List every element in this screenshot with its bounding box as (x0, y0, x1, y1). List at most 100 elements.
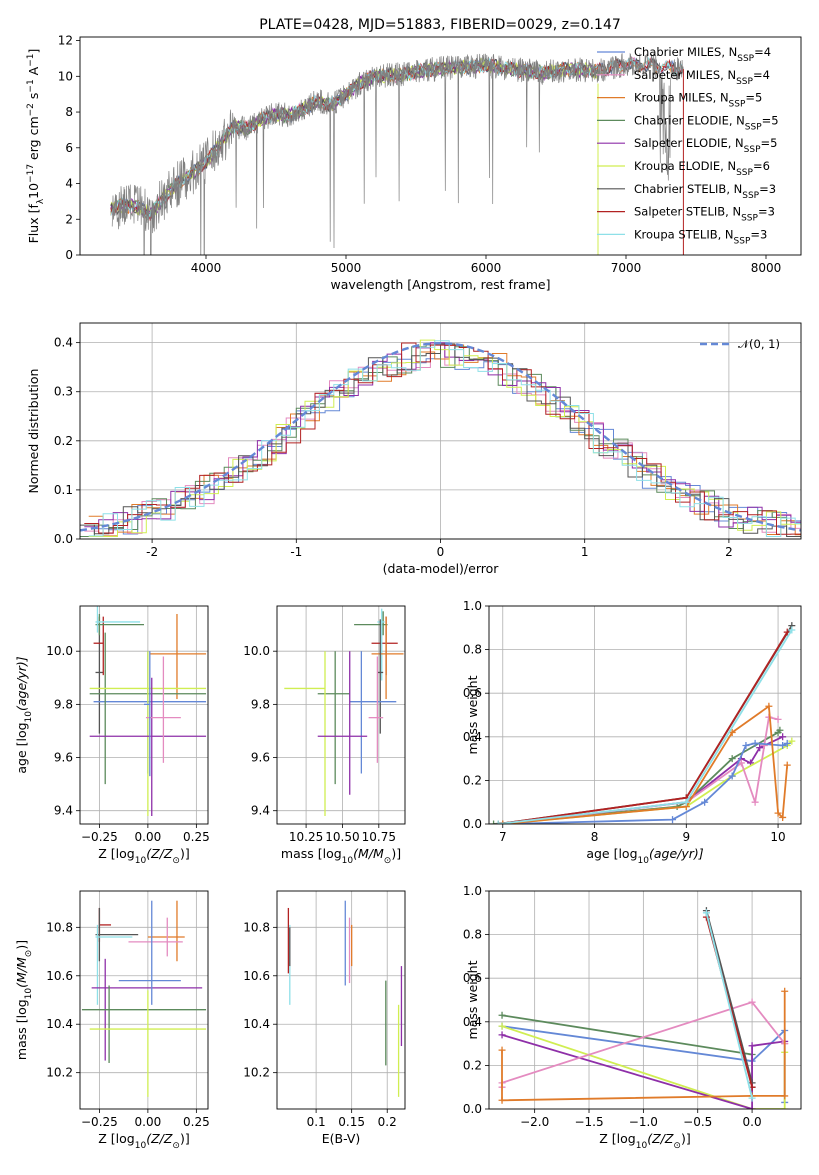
legend-entry-part: SSP (736, 168, 753, 178)
x-tick-label: 5000 (331, 261, 362, 275)
legend-entry-part: Kroupa ELODIE, N (634, 159, 736, 173)
x-tick-label: 0.00 (135, 830, 162, 844)
x-axis-label-part: ⊙ (384, 856, 392, 866)
x-tick-label: 0.1 (307, 1115, 326, 1129)
legend-entry: Chabrier ELODIE, NSSP=5 (634, 113, 779, 132)
legend-entry-part: =5 (762, 113, 779, 127)
x-axis-label: E(B-V) (322, 1131, 361, 1146)
axes-frame (488, 890, 802, 1110)
x-axis-label-part: )] (391, 846, 401, 861)
x-axis-label-part: ⊙ (172, 856, 180, 866)
y-axis-label: mass [log10(M/M⊙)] (14, 940, 34, 1060)
plot-area (89, 606, 207, 817)
panel-residuals: -2 -1 0 1 2 0.0 0.1 0.2 0.3 0.4 (data-model)/error… (26, 322, 802, 576)
legend-entry-part: Chabrier ELODIE, N (634, 113, 745, 127)
y-tick-label: 0.4 (54, 336, 73, 350)
legend-entry-part: =3 (758, 205, 775, 219)
weight-line (501, 1034, 785, 1109)
x-axis-label: age [log10(age/yr)] (586, 846, 703, 866)
y-tick-label: 0.2 (463, 773, 482, 787)
x-tick-label: 6000 (471, 261, 502, 275)
legend-entry-part: =4 (754, 45, 771, 59)
y-tick-label: 9.6 (251, 751, 270, 765)
legend-entry-part: =4 (753, 68, 770, 82)
x-axis-label-part: Z [log (98, 846, 134, 861)
weight-marker (788, 737, 796, 745)
figure-title: PLATE=0428, MJD=51883, FIBERID=0029, z=0… (259, 17, 621, 33)
x-axis-label-part: ⊙ (673, 1141, 681, 1151)
x-axis-label-part: 10 (342, 856, 354, 866)
y-tick-label: 4 (65, 177, 73, 191)
x-axis-label-part: 10 (135, 856, 147, 866)
y-axis-label-part: )] (14, 940, 29, 950)
axes-frame (79, 36, 802, 256)
weight-marker (783, 761, 791, 769)
weight-line (498, 625, 793, 824)
y-tick-label: 9.4 (54, 804, 73, 818)
y-tick-label: 8 (65, 105, 73, 119)
y-tick-label: 0.0 (463, 1102, 482, 1116)
y-axis-label-part: 10 (26, 183, 41, 199)
legend-entry-part: SSP (744, 145, 761, 155)
weight-marker (756, 744, 764, 752)
y-tick-label: 10.2 (243, 1066, 270, 1080)
x-tick-label: 0.00 (135, 1115, 162, 1129)
panel-spectrum: 4000 5000 6000 7000 8000 0 2 4 6 8 10 12 wavelength … (26, 34, 802, 292)
weight-marker (702, 909, 710, 917)
legend-entry-part: =3 (750, 227, 767, 241)
y-tick-label: 9.4 (251, 804, 270, 818)
x-tick-label: 7 (499, 830, 507, 844)
x-tick-label: 0.2 (378, 1115, 397, 1129)
x-axis-label-part: )] (180, 1131, 190, 1146)
y-tick-label: 9.6 (54, 751, 73, 765)
y-axis-label: mass weight (465, 960, 480, 1039)
plot-area (110, 52, 684, 255)
residual-histogram (84, 342, 801, 535)
y-tick-label: 1.0 (463, 599, 482, 613)
legend-entry-part: Chabrier MILES, N (634, 45, 737, 59)
weight-line (705, 910, 753, 1084)
weight-marker (776, 726, 784, 734)
x-tick-label: −0.25 (81, 830, 118, 844)
y-tick-label: 0.0 (463, 817, 482, 831)
weight-marker (742, 742, 750, 750)
legend-entry: Kroupa STELIB, NSSP=3 (634, 227, 767, 246)
x-tick-label: 8000 (751, 261, 782, 275)
x-tick-label: 10.75 (362, 830, 396, 844)
weight-marker (701, 798, 709, 806)
x-axis-label-part: 10 (135, 1141, 147, 1151)
y-tick-label: 0.1 (54, 483, 73, 497)
weight-marker (728, 772, 736, 780)
axes-frame (276, 605, 406, 825)
weight-marker (748, 1042, 756, 1050)
y-tick-label: 0.2 (54, 434, 73, 448)
legend-entry: Salpeter MILES, NSSP=4 (634, 68, 770, 87)
y-tick-label: 10.8 (46, 920, 73, 934)
x-tick-label: -1 (290, 545, 302, 559)
residual-histogram (84, 342, 801, 535)
y-tick-label: 0.4 (463, 1015, 482, 1029)
weight-marker (498, 1046, 506, 1054)
weight-marker (751, 798, 759, 806)
x-tick-label: −1.5 (574, 1115, 603, 1129)
legend-entry-part: =6 (753, 159, 770, 173)
weight-marker (774, 715, 782, 723)
legend-entry: Kroupa ELODIE, NSSP=6 (634, 159, 770, 178)
x-axis-label: Z [log10(Z/Z⊙)] (98, 1131, 189, 1151)
legend-entry-part: SSP (742, 191, 759, 201)
y-axis-label-part: s (26, 93, 41, 104)
x-tick-label: 0.25 (183, 1115, 210, 1129)
panel-weight-Z: −2.0 −1.5 −1.0 −0.5 0.0 0.0 0.2 0.4 0.6 0.8 1.0 Z [… (463, 884, 802, 1151)
weight-marker (774, 809, 782, 817)
weight-marker (781, 1105, 789, 1109)
weight-line (502, 742, 788, 824)
x-axis-label-part: Z [log (98, 1131, 134, 1146)
y-axis-label-part: (age/yr)] (14, 656, 29, 711)
y-tick-label: 9.8 (54, 697, 73, 711)
x-axis-label: (data-model)/error (383, 561, 500, 576)
x-tick-label: 1 (581, 545, 589, 559)
legend-entry-part: SSP (745, 122, 762, 132)
y-tick-label: 10.4 (243, 1017, 270, 1031)
y-axis-label: mass weight (465, 675, 480, 754)
plot-area (498, 907, 789, 1109)
